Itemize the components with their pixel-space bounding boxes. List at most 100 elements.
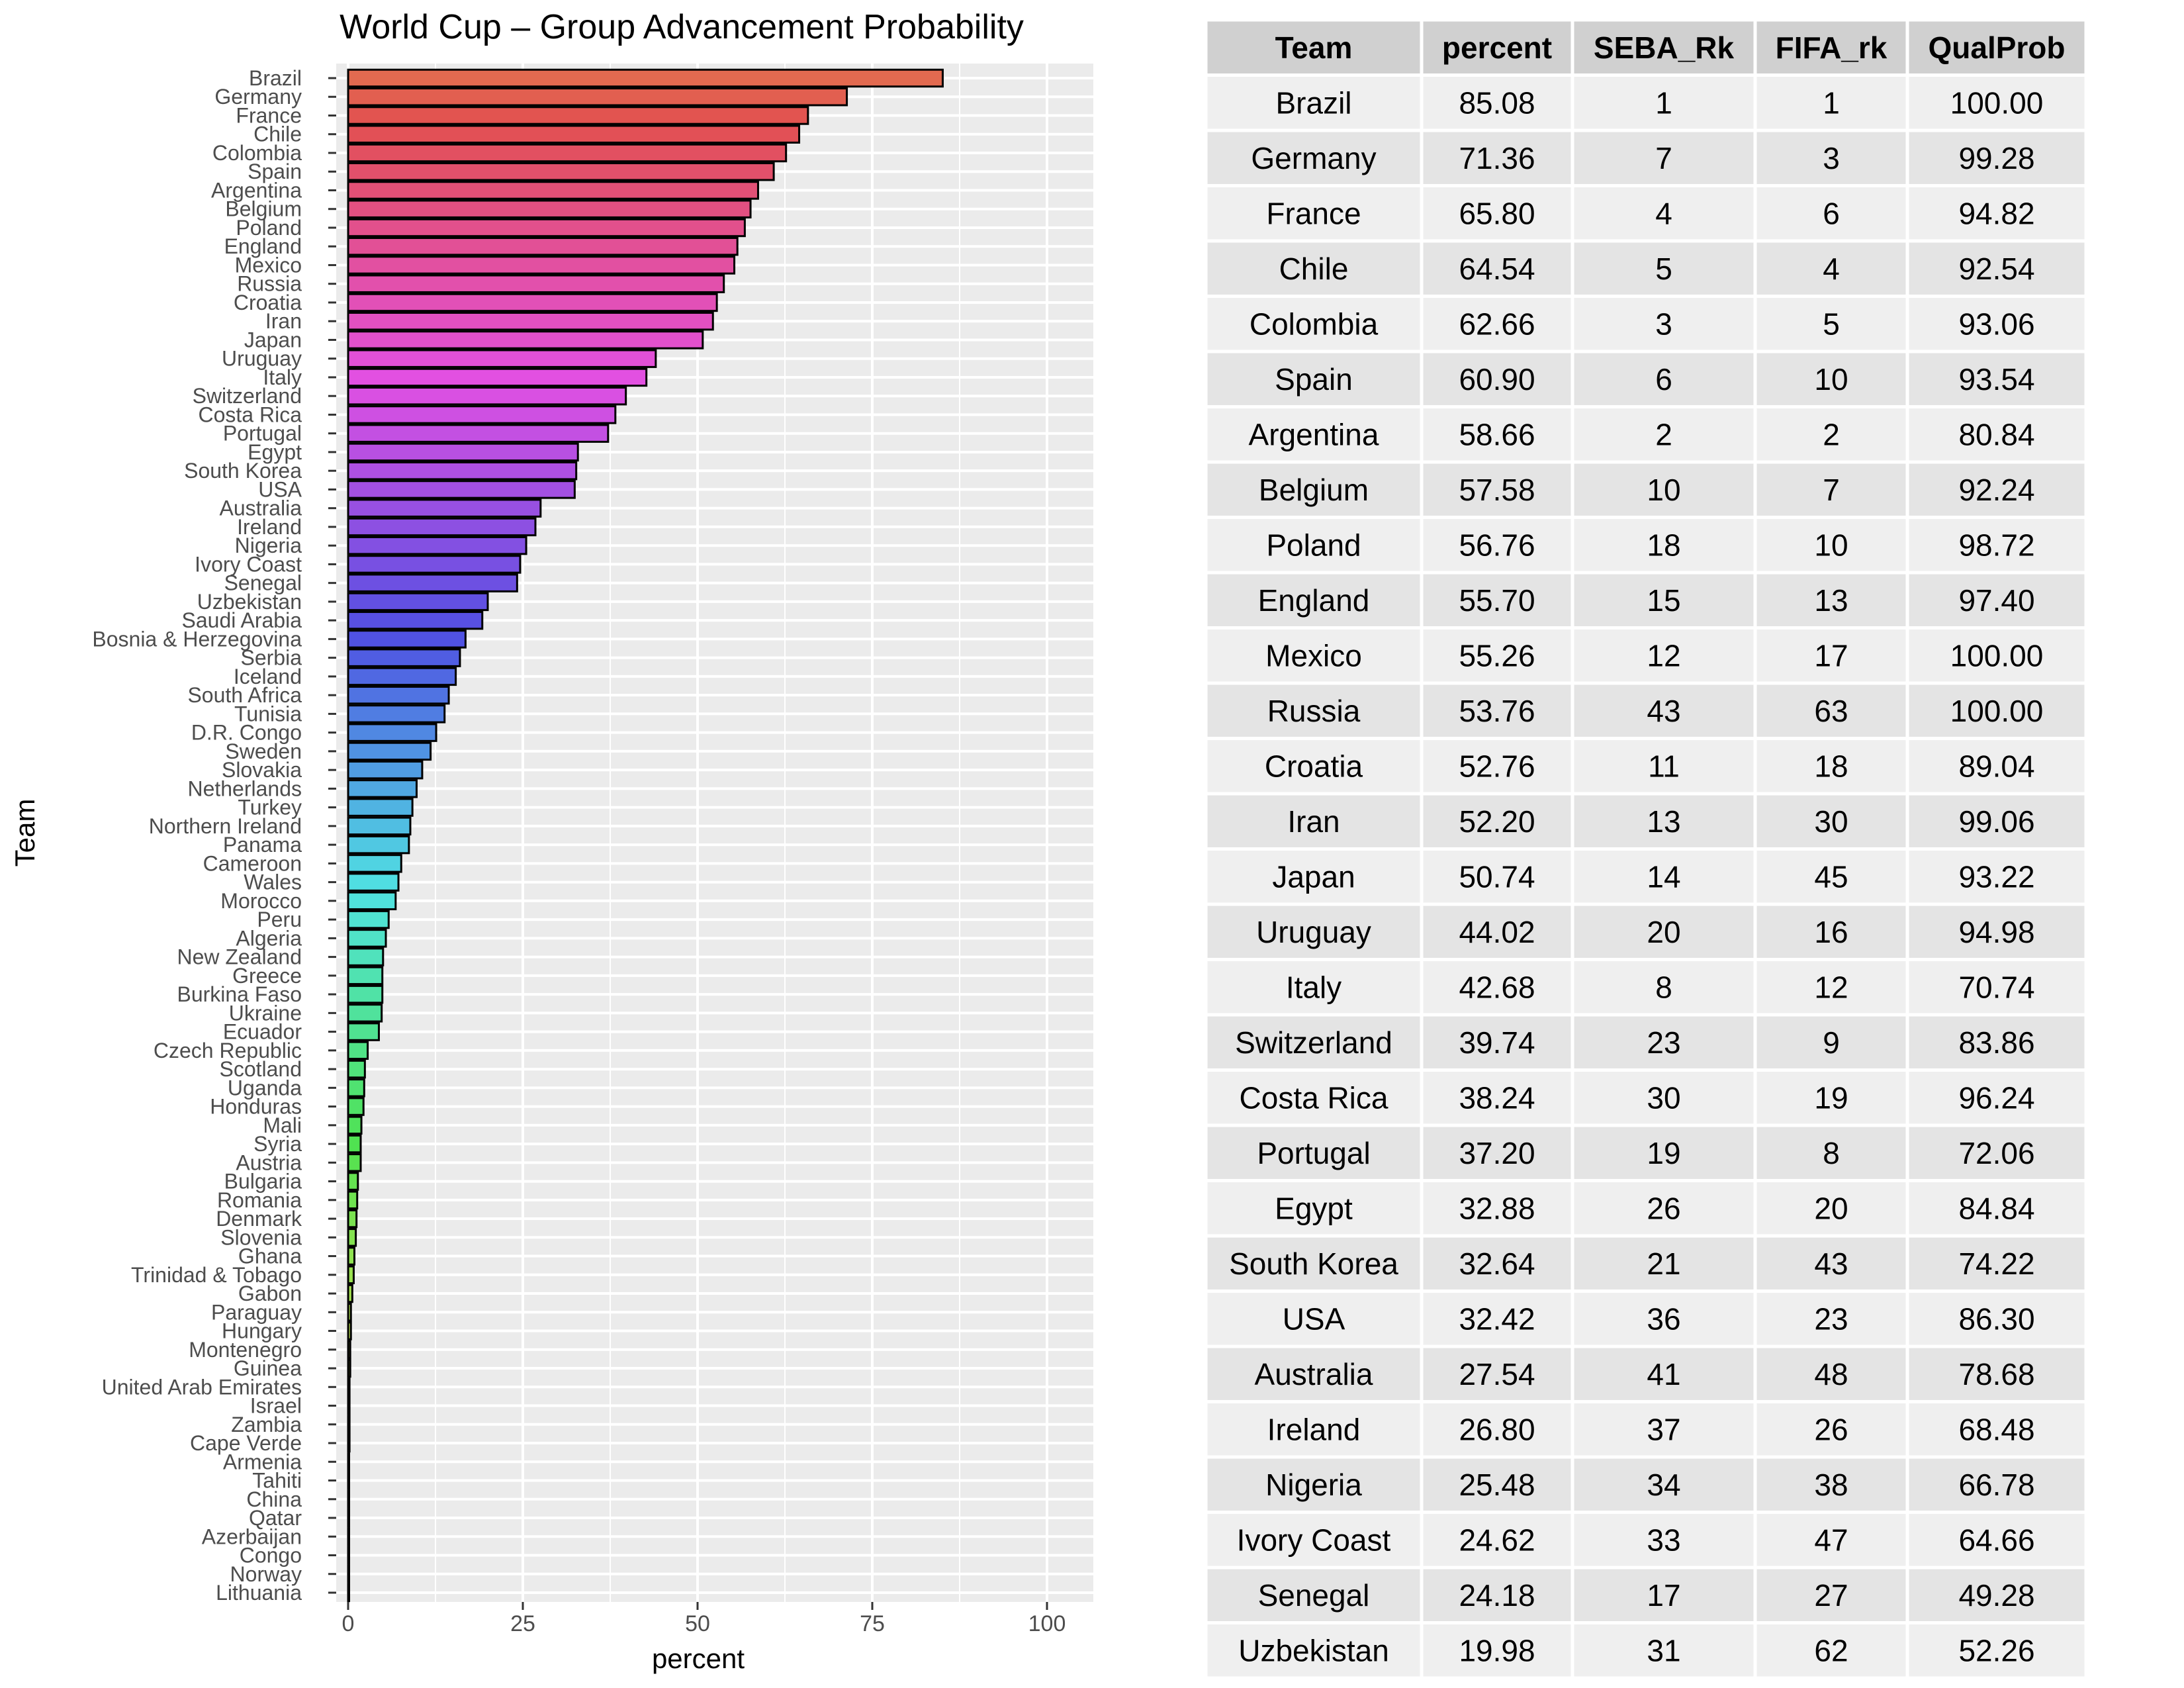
- table-header-label: Team: [1275, 30, 1353, 65]
- bar-romania: [347, 1190, 359, 1210]
- y-tick-label: Spain: [248, 160, 302, 183]
- y-tick-label: Mali: [263, 1113, 302, 1137]
- table-cell-bg: [1420, 626, 1574, 685]
- table-cell: 7: [1655, 141, 1672, 175]
- table-cell-bg: [1204, 1400, 1424, 1459]
- table-cell: 20: [1647, 915, 1680, 949]
- table-cell: Portugal: [1257, 1136, 1370, 1170]
- table-cell: 47: [1814, 1523, 1848, 1557]
- table-cell-bg: [1570, 681, 1757, 740]
- table-cell-bg: [1905, 1179, 2088, 1238]
- table-cell: 53.76: [1459, 694, 1535, 728]
- y-tick-label: Colombia: [212, 141, 302, 165]
- table-cell-bg: [1905, 295, 2088, 353]
- table-cell: 70.74: [1958, 970, 2034, 1004]
- table-cell-bg: [1420, 295, 1574, 353]
- y-tick-label: Denmark: [216, 1207, 302, 1231]
- table-cell-bg: [1204, 1289, 1424, 1348]
- y-tick-label: Netherlands: [187, 776, 302, 800]
- table-cell-bg: [1905, 1013, 2088, 1072]
- y-tick-label: Trinidad & Tobago: [131, 1263, 302, 1287]
- table-cell: 92.54: [1958, 252, 2034, 286]
- table-cell-bg: [1570, 1344, 1757, 1403]
- bar-brazil: [347, 68, 944, 88]
- table-cell: 3: [1655, 306, 1672, 341]
- y-tick-label: Lithuania: [216, 1581, 302, 1605]
- table-cell: 96.24: [1958, 1080, 2034, 1115]
- y-tick-label: Uganda: [228, 1076, 302, 1100]
- bar-russia: [347, 274, 725, 293]
- table-cell-bg: [1753, 1400, 1909, 1459]
- table-cell: 14: [1647, 859, 1680, 894]
- table-cell: 72.06: [1958, 1136, 2034, 1170]
- table-cell-bg: [1204, 1455, 1424, 1514]
- table-cell-bg: [1570, 73, 1757, 132]
- bar-belgium: [347, 199, 752, 218]
- table-cell-bg: [1753, 847, 1909, 906]
- y-tick-label: Slovakia: [222, 758, 302, 782]
- table-cell: Japan: [1272, 859, 1355, 894]
- table-cell: 94.98: [1958, 915, 2034, 949]
- table-header-label: SEBA_Rk: [1594, 30, 1735, 65]
- table-cell: 38: [1814, 1468, 1848, 1502]
- table-cell-bg: [1570, 1400, 1757, 1459]
- table-cell-bg: [1753, 681, 1909, 740]
- y-tick-label: Burkina Faso: [177, 982, 302, 1006]
- bar-panama: [347, 835, 410, 855]
- table-cell: 1: [1823, 85, 1840, 120]
- bar-d-r-congo: [347, 723, 437, 742]
- table-cell-bg: [1570, 1013, 1757, 1072]
- bar-peru: [347, 910, 390, 929]
- table-cell-bg: [1420, 516, 1574, 575]
- bar-qatar: [347, 1508, 350, 1528]
- table-cell: 15: [1647, 583, 1680, 618]
- table-cell: 8: [1655, 970, 1672, 1004]
- table-cell-bg: [1420, 792, 1574, 851]
- table-cell: 100.00: [1950, 85, 2044, 120]
- table-cell-bg: [1753, 571, 1909, 630]
- table-cell-bg: [1420, 73, 1574, 132]
- table-cell-bg: [1570, 792, 1757, 851]
- x-tick-label: 0: [342, 1611, 355, 1636]
- table-cell: 6: [1655, 362, 1672, 397]
- y-tick-label: Congo: [240, 1544, 302, 1568]
- bar-chile: [347, 124, 801, 144]
- table-cell: 37.20: [1459, 1136, 1535, 1170]
- table-cell: USA: [1283, 1301, 1345, 1336]
- table-cell: Colombia: [1250, 306, 1379, 341]
- bar-cameroon: [347, 854, 402, 873]
- y-tick-label: Syria: [253, 1132, 302, 1156]
- y-tick-label: Croatia: [234, 291, 302, 314]
- table-cell: 52.76: [1459, 749, 1535, 783]
- table-cell-bg: [1420, 350, 1574, 408]
- y-tick-label: Czech Republic: [154, 1039, 302, 1062]
- table-cell-bg: [1753, 1179, 1909, 1238]
- table-cell-bg: [1570, 847, 1757, 906]
- table-cell-bg: [1204, 128, 1424, 187]
- table-cell: Belgium: [1259, 473, 1369, 507]
- y-tick-label: Ireland: [237, 515, 302, 539]
- table-cell-bg: [1204, 73, 1424, 132]
- table-cell-bg: [1753, 1566, 1909, 1624]
- table-cell: Uzbekistan: [1238, 1633, 1389, 1667]
- table-cell: 17: [1647, 1578, 1680, 1613]
- y-tick-label: Australia: [220, 496, 302, 520]
- bar-gabon: [347, 1284, 353, 1303]
- bar-ukraine: [347, 1004, 383, 1023]
- bar-usa: [347, 480, 576, 499]
- table-cell: 9: [1823, 1025, 1840, 1060]
- bar-ireland: [347, 517, 537, 537]
- table-cell: 50.74: [1459, 859, 1535, 894]
- y-tick-label: Switzerland: [193, 384, 302, 408]
- table-cell-bg: [1753, 792, 1909, 851]
- table-cell: Ivory Coast: [1237, 1523, 1391, 1557]
- y-tick-label: Armenia: [223, 1450, 302, 1474]
- y-tick-label: Bulgaria: [224, 1170, 302, 1194]
- table-cell-bg: [1570, 350, 1757, 408]
- table-cell-bg: [1570, 958, 1757, 1017]
- x-tick-labels: 0 25 50 75 100: [342, 1602, 1066, 1636]
- bar-armenia: [347, 1452, 350, 1472]
- bar-uruguay: [347, 349, 657, 368]
- table-body: Team percent SEBA_Rk FIFA_rk QualProb Brazil 8…: [1204, 18, 2088, 1680]
- table-cell-bg: [1420, 1123, 1574, 1182]
